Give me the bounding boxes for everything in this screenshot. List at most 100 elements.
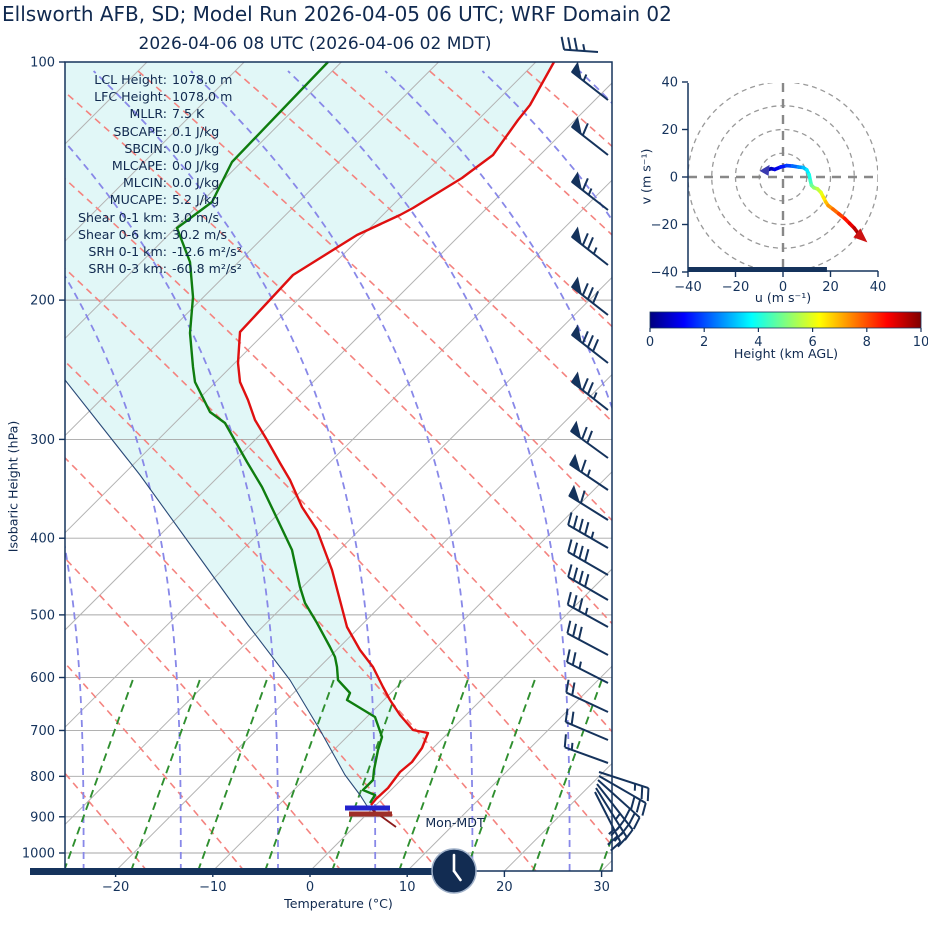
stat-value: 0.1 J/kg	[172, 123, 220, 139]
stat-label: MLCIN:	[122, 175, 167, 191]
stat-row: MLLR: 7.5 K	[67, 105, 242, 122]
wind-barb-column	[560, 36, 650, 852]
wind-barb	[571, 276, 609, 316]
stat-label: SRH 0-3 km:	[88, 261, 167, 277]
stat-label: LFC Height:	[94, 89, 167, 105]
svg-text:300: 300	[30, 433, 55, 448]
svg-text:0: 0	[670, 171, 678, 186]
stat-label: SRH 0-1 km:	[88, 244, 167, 260]
stat-row: MLCAPE: 0.0 J/kg	[67, 157, 242, 174]
svg-text:900: 900	[30, 810, 55, 825]
wind-barb	[571, 116, 609, 156]
svg-text:−10: −10	[199, 880, 226, 895]
hodograph-v-axis-label: v (m s⁻¹)	[638, 148, 654, 205]
svg-text:20: 20	[496, 880, 513, 895]
wind-barb	[566, 649, 609, 684]
wind-barb	[560, 36, 599, 53]
svg-text:600: 600	[30, 671, 55, 686]
stat-value: 0.0 J/kg	[172, 158, 220, 174]
colorbar-label: Height (km AGL)	[733, 346, 839, 361]
wind-barb	[565, 679, 609, 713]
stat-row: MUCAPE: 5.2 J/kg	[67, 191, 242, 208]
stat-value: -60.8 m²/s²	[172, 261, 242, 277]
svg-text:4: 4	[754, 335, 762, 350]
wind-barb	[571, 61, 609, 101]
svg-text:8: 8	[863, 335, 871, 350]
wind-barb	[567, 564, 609, 601]
stat-value: 0.0 J/kg	[172, 140, 220, 156]
height-colorbar: 0 2 4 6 8 10	[646, 311, 928, 350]
wind-barb	[563, 734, 609, 764]
sounding-stats-panel: LCL Height: 1078.0 m LFC Height: 1078.0 m ML…	[67, 71, 242, 277]
stat-value: -12.6 m²/s²	[172, 244, 242, 260]
svg-text:100: 100	[30, 56, 55, 71]
svg-text:−40: −40	[674, 280, 701, 295]
svg-text:30: 30	[593, 880, 610, 895]
clock-label: Mon-MDT	[425, 815, 485, 830]
svg-text:−20: −20	[651, 218, 678, 233]
svg-text:400: 400	[30, 532, 55, 547]
trace-end-arrow	[853, 228, 868, 243]
wind-barb	[567, 512, 609, 549]
wind-barb	[566, 591, 609, 628]
wind-barb	[594, 791, 622, 852]
svg-text:800: 800	[30, 770, 55, 785]
svg-text:40: 40	[661, 76, 678, 91]
stat-row: SBCAPE: 0.1 J/kg	[67, 123, 242, 140]
wind-barb	[570, 420, 609, 459]
svg-text:2: 2	[700, 335, 708, 350]
trace-start-arrow	[759, 164, 770, 176]
dewpoint-line	[175, 61, 384, 804]
temperature-line	[236, 61, 556, 806]
stat-value: 5.2 J/kg	[172, 192, 220, 208]
stat-row: SRH 0-3 km: -60.8 m²/s²	[67, 260, 242, 277]
stat-row: Shear 0-1 km: 3.0 m/s	[67, 209, 242, 226]
time-progress-bar	[30, 868, 433, 875]
stat-value: 1078.0 m	[172, 72, 233, 87]
parcel-trace-line	[65, 379, 368, 807]
wind-barb	[571, 171, 609, 211]
wind-barb	[598, 771, 650, 802]
skewt-background	[65, 62, 612, 871]
wind-barb	[571, 324, 609, 364]
hodograph: −40 −20 0 20 40 −40 −20 0 20 40	[651, 76, 887, 296]
stat-label: MLCAPE:	[111, 158, 167, 174]
stat-value: 3.0 m/s	[172, 209, 220, 225]
stat-label: SBCIN:	[124, 140, 167, 156]
stat-value: 7.5 K	[172, 106, 205, 122]
stat-label: MUCAPE:	[109, 192, 167, 208]
stat-label: Shear 0-6 km:	[78, 226, 167, 242]
hodograph-trace	[765, 163, 864, 239]
stat-label: SBCAPE:	[113, 123, 167, 139]
svg-text:6: 6	[808, 335, 816, 350]
svg-text:0: 0	[779, 280, 787, 295]
stat-label: MLLR:	[129, 106, 167, 122]
svg-text:−20: −20	[722, 280, 749, 295]
pressure-axis-label: Isobaric Height (hPa)	[5, 420, 21, 553]
wind-barb	[566, 620, 609, 656]
svg-text:−20: −20	[102, 880, 129, 895]
valid-time-subtitle: 2026-04-06 08 UTC (2026-04-06 02 MDT)	[138, 34, 492, 54]
clock-icon	[431, 848, 477, 894]
stat-row: LCL Height: 1078.0 m	[67, 71, 242, 88]
svg-text:500: 500	[30, 608, 55, 623]
hodograph-u-axis-label: u (m s⁻¹)	[754, 290, 812, 305]
stat-row: MLCIN: 0.0 J/kg	[67, 174, 242, 191]
stat-row: LFC Height: 1078.0 m	[67, 88, 242, 105]
stat-label: LCL Height:	[94, 72, 167, 87]
svg-text:1000: 1000	[22, 847, 55, 862]
temperature-axis-label: Temperature (°C)	[284, 896, 393, 911]
svg-text:0: 0	[646, 335, 654, 350]
page-title: Ellsworth AFB, SD; Model Run 2026-04-05 …	[2, 2, 672, 26]
wind-barb	[597, 779, 641, 830]
wind-barb	[571, 226, 609, 266]
svg-text:0: 0	[306, 880, 314, 895]
wind-barb	[598, 775, 647, 816]
wind-barb	[564, 709, 609, 741]
svg-text:700: 700	[30, 724, 55, 739]
svg-text:10: 10	[399, 880, 416, 895]
svg-text:200: 200	[30, 294, 55, 309]
wind-barb	[569, 453, 609, 491]
